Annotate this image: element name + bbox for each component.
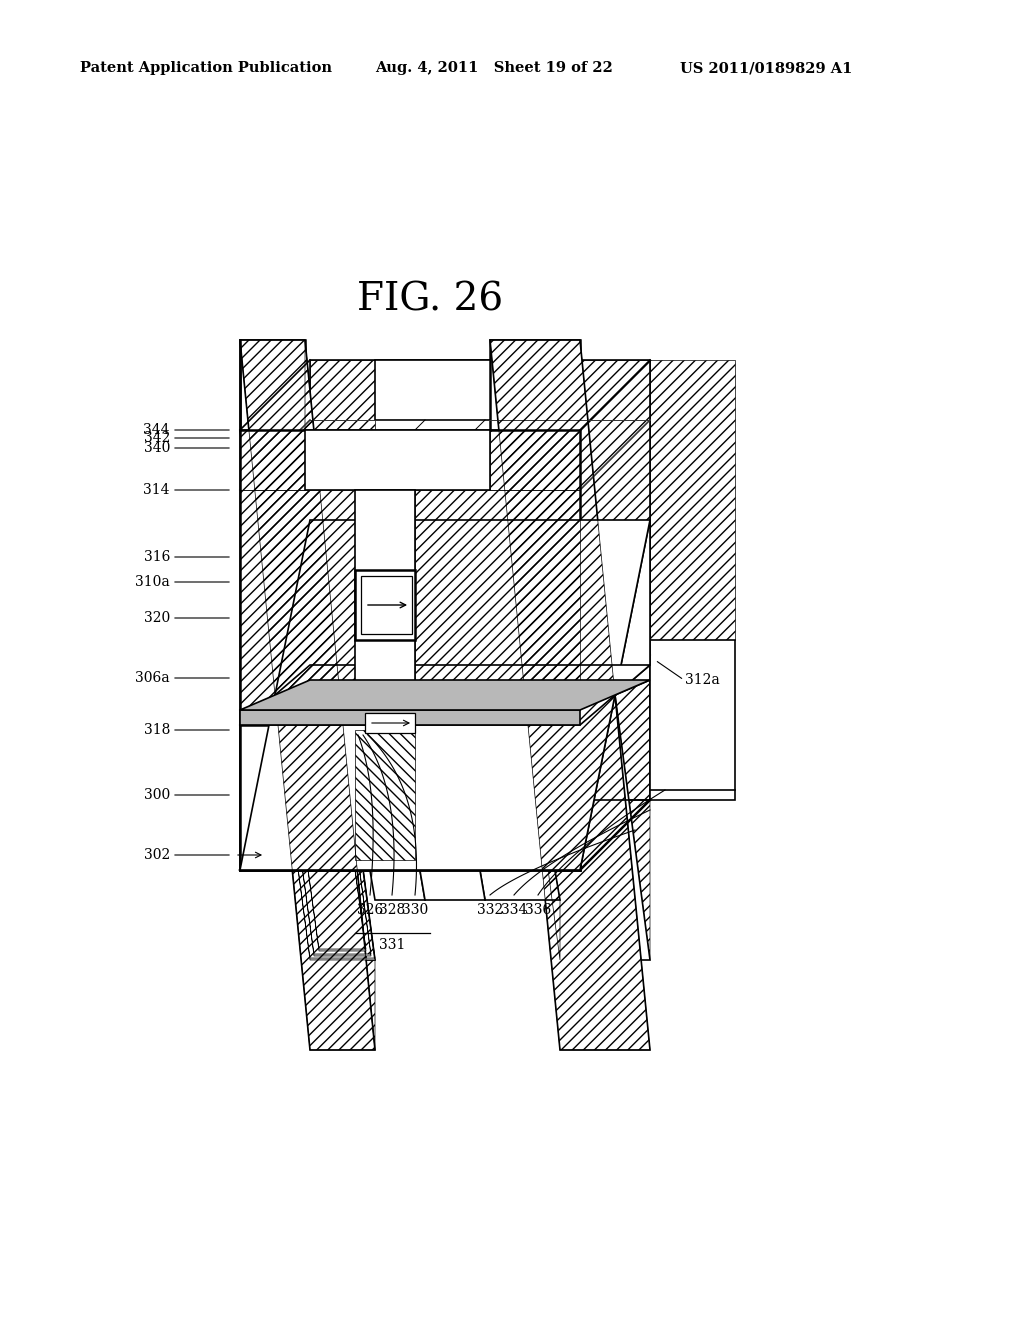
Text: 310a: 310a [135, 576, 170, 589]
Text: FIG. 26: FIG. 26 [357, 281, 503, 318]
Polygon shape [650, 640, 735, 800]
Polygon shape [305, 490, 425, 900]
Polygon shape [240, 430, 580, 870]
Text: 328: 328 [379, 903, 406, 917]
Polygon shape [240, 520, 650, 870]
Polygon shape [355, 490, 415, 710]
Polygon shape [580, 520, 650, 870]
Polygon shape [240, 725, 580, 870]
Text: 330: 330 [401, 903, 428, 917]
Text: 326: 326 [357, 903, 383, 917]
Text: 302: 302 [143, 847, 170, 862]
Text: 334: 334 [501, 903, 527, 917]
Polygon shape [240, 430, 375, 960]
Polygon shape [249, 440, 366, 950]
Polygon shape [240, 341, 375, 1049]
Polygon shape [490, 341, 580, 430]
Polygon shape [490, 341, 650, 1049]
Text: 331: 331 [379, 939, 406, 952]
Text: 332: 332 [477, 903, 503, 917]
Polygon shape [240, 710, 580, 725]
Polygon shape [240, 341, 305, 430]
Text: 344: 344 [143, 422, 170, 437]
Polygon shape [244, 434, 371, 956]
Text: US 2011/0189829 A1: US 2011/0189829 A1 [680, 61, 852, 75]
Polygon shape [580, 520, 650, 870]
Text: 342: 342 [143, 432, 170, 445]
Polygon shape [361, 576, 412, 634]
Text: Patent Application Publication: Patent Application Publication [80, 61, 332, 75]
Polygon shape [240, 430, 375, 960]
Polygon shape [240, 680, 650, 710]
Text: 306a: 306a [135, 671, 170, 685]
Polygon shape [375, 360, 560, 420]
Text: 316: 316 [143, 550, 170, 564]
Polygon shape [355, 490, 485, 900]
Text: 312a: 312a [685, 673, 720, 686]
Polygon shape [415, 490, 560, 900]
Polygon shape [240, 665, 650, 725]
Text: 314: 314 [143, 483, 170, 498]
Polygon shape [355, 570, 415, 640]
Text: 340: 340 [143, 441, 170, 455]
Text: 318: 318 [143, 723, 170, 737]
Polygon shape [305, 430, 490, 490]
Polygon shape [490, 430, 650, 960]
Polygon shape [365, 713, 415, 733]
Text: 320: 320 [143, 611, 170, 624]
Polygon shape [310, 360, 650, 800]
Text: 300: 300 [143, 788, 170, 803]
Text: Aug. 4, 2011   Sheet 19 of 22: Aug. 4, 2011 Sheet 19 of 22 [375, 61, 613, 75]
Text: 336: 336 [525, 903, 551, 917]
